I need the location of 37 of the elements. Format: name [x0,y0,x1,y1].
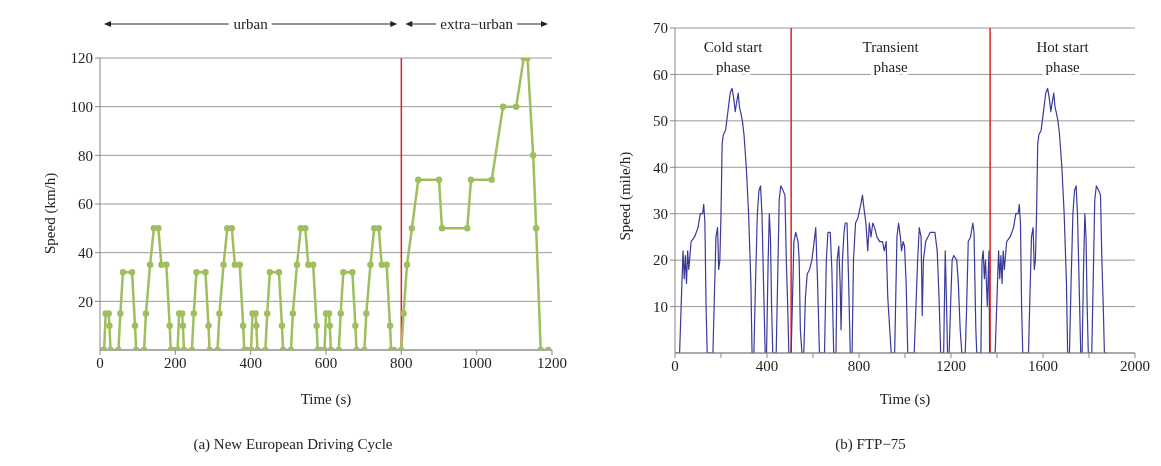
y-tick-label: 60 [653,66,668,83]
y-tick-label: 80 [78,147,93,164]
y-axis-title: Speed (mile/h) [617,151,635,241]
y-axis-title: Speed (km/h) [42,172,60,254]
y-tick-label: 50 [653,113,668,130]
text: (a) New European Driving Cycle [192,436,394,453]
y-tick-label: 20 [78,293,93,310]
y-tick-label: 120 [70,50,93,67]
x-tick-label: 1200 [537,354,567,371]
annotation: Hot start phase [1036,39,1090,75]
x-tick-label: 1000 [461,354,492,371]
y-tick-label: 100 [70,98,93,115]
annotation: Cold start phase [703,39,764,75]
x-tick-label: 2000 [1120,357,1150,374]
y-tick-label: 70 [653,20,668,37]
text: extra−urban [440,16,514,32]
x-tick-label: 800 [390,354,413,371]
annotation: Transient phase [862,39,920,75]
x-tick-label: 400 [239,354,262,371]
x-axis-title: Time (s) [879,391,931,408]
x-tick-label: 0 [96,354,104,371]
x-tick-label: 0 [671,357,679,374]
x-tick-label: 800 [847,357,871,374]
y-tick-label: 40 [653,159,668,176]
y-tick-label: 30 [653,206,668,223]
y-tick-label: 20 [653,252,668,269]
y-tick-label: 40 [78,244,93,261]
text: urban [233,16,269,32]
y-tick-label: 10 [653,298,668,315]
y-tick-label: 60 [78,196,93,213]
x-tick-label: 200 [164,354,187,371]
x-tick-label: 1600 [1028,357,1058,374]
x-tick-label: 1200 [936,357,966,374]
x-tick-label: 600 [314,354,338,371]
text: (b) FTP−75 [834,436,907,453]
x-tick-label: 400 [755,357,779,374]
x-axis-title: Time (s) [300,391,352,408]
